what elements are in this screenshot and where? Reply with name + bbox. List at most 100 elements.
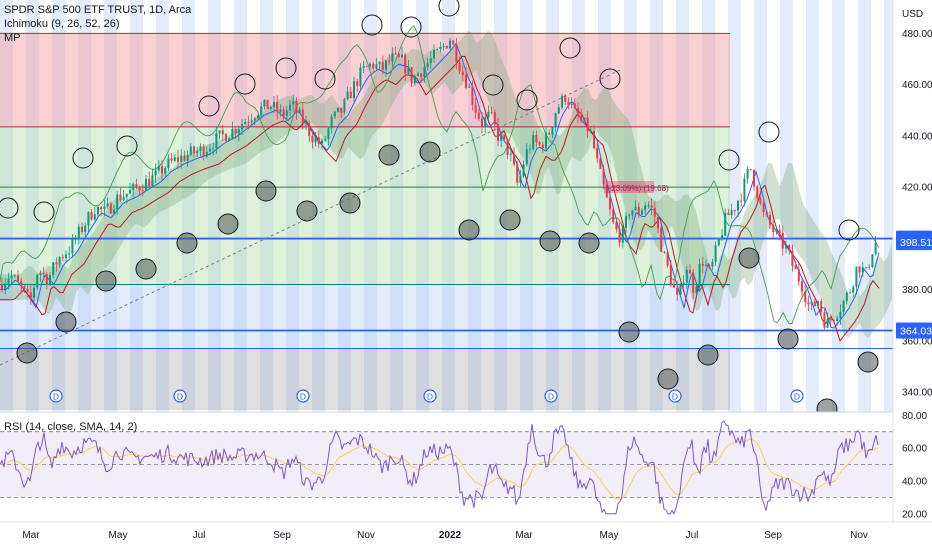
time-stripe — [702, 0, 715, 522]
pivot-filled — [135, 258, 157, 280]
candle-body — [407, 67, 410, 74]
candle-body — [1, 284, 3, 291]
candle-body — [55, 262, 58, 265]
candle-body — [778, 230, 781, 234]
zone-gray — [0, 348, 730, 410]
candle-body — [849, 292, 851, 294]
candle-body — [161, 165, 163, 174]
candle-body — [743, 178, 746, 202]
pivot-open — [72, 147, 94, 169]
candle-body — [71, 238, 74, 254]
dividend-marker — [668, 389, 682, 403]
candle-body — [308, 122, 311, 137]
pivot-open — [838, 219, 860, 241]
candle-body — [433, 49, 435, 59]
candle-body — [481, 118, 483, 127]
candle-body — [737, 200, 739, 211]
pivot-filled — [296, 200, 318, 222]
candle-body — [477, 112, 480, 119]
candle-body — [324, 138, 327, 141]
candle-body — [586, 117, 589, 132]
candle-body — [68, 253, 71, 255]
candle-body — [317, 137, 320, 144]
candle-body — [657, 216, 659, 229]
candle-body — [173, 157, 176, 161]
candle-body — [724, 212, 727, 236]
pivot-filled — [95, 270, 117, 292]
candle-body — [385, 60, 387, 70]
candle-body — [145, 178, 147, 191]
candle-body — [4, 283, 7, 291]
price-axis[interactable]: 340.00360.00380.00400.00420.00440.00460.… — [892, 0, 932, 522]
candle-body — [218, 130, 221, 134]
candle-body — [186, 154, 189, 161]
price-tick-label: 460.00 — [902, 80, 932, 91]
candle-body — [874, 243, 877, 255]
candle-body — [189, 146, 192, 155]
candle-body — [26, 289, 29, 293]
candle-body — [634, 206, 637, 211]
candle-body — [263, 99, 266, 107]
candle-body — [471, 86, 474, 105]
price-tag — [896, 234, 932, 251]
candle-body — [276, 101, 279, 113]
candle-body — [391, 53, 394, 62]
dividend-label: D — [672, 392, 678, 402]
candle-body — [609, 197, 611, 210]
candle-body — [695, 286, 698, 293]
candle-body — [311, 136, 314, 143]
candlesticks — [1, 38, 877, 332]
candle-body — [215, 133, 218, 149]
pivot-open — [559, 37, 581, 59]
time-stripe — [104, 0, 117, 522]
candle-body — [269, 107, 272, 109]
candle-body — [365, 66, 368, 68]
candle-body — [314, 137, 317, 143]
candle-body — [113, 209, 115, 214]
time-stripe — [26, 0, 39, 522]
pivot-filled — [16, 342, 38, 364]
time-stripe — [390, 0, 403, 522]
candle-body — [17, 275, 19, 282]
candle-body — [250, 120, 253, 122]
candle-body — [231, 128, 234, 139]
candle-body — [295, 100, 298, 113]
candle-body — [493, 112, 496, 125]
candle-body — [36, 274, 39, 288]
candle-body — [647, 205, 650, 207]
candle-body — [820, 301, 823, 313]
candle-body — [676, 287, 679, 295]
candle-body — [346, 91, 349, 100]
candle-body — [138, 187, 141, 191]
candle-body — [506, 138, 509, 155]
candle-body — [516, 164, 519, 183]
candle-body — [845, 292, 848, 301]
candle-body — [237, 129, 240, 134]
candle-body — [164, 168, 167, 174]
time-axis[interactable]: Mar May Jul Sep Nov 2022 Mar May Jul Sep Nov — [0, 521, 932, 550]
candle-body — [679, 283, 682, 295]
pivot-open — [400, 16, 422, 38]
currency-label: USD — [902, 9, 924, 20]
candle-body — [141, 190, 144, 192]
dividend-marker — [790, 389, 804, 403]
candle-body — [762, 203, 765, 212]
candle-body — [817, 301, 819, 307]
candle-body — [701, 263, 704, 266]
candle-body — [612, 209, 615, 223]
candle-body — [93, 214, 96, 220]
candle-body — [167, 158, 170, 169]
indicator-mp: MP — [4, 32, 21, 44]
candle-body — [356, 81, 359, 87]
candle-body — [247, 121, 250, 123]
time-stripe — [312, 0, 325, 522]
rsi-tick-label: 60.00 — [902, 444, 927, 455]
time-stripe — [0, 0, 13, 522]
candle-body — [81, 226, 83, 232]
candle-body — [852, 286, 855, 293]
pivot-filled — [499, 209, 521, 231]
dividend-marker — [423, 389, 437, 403]
candle-body — [148, 178, 151, 187]
